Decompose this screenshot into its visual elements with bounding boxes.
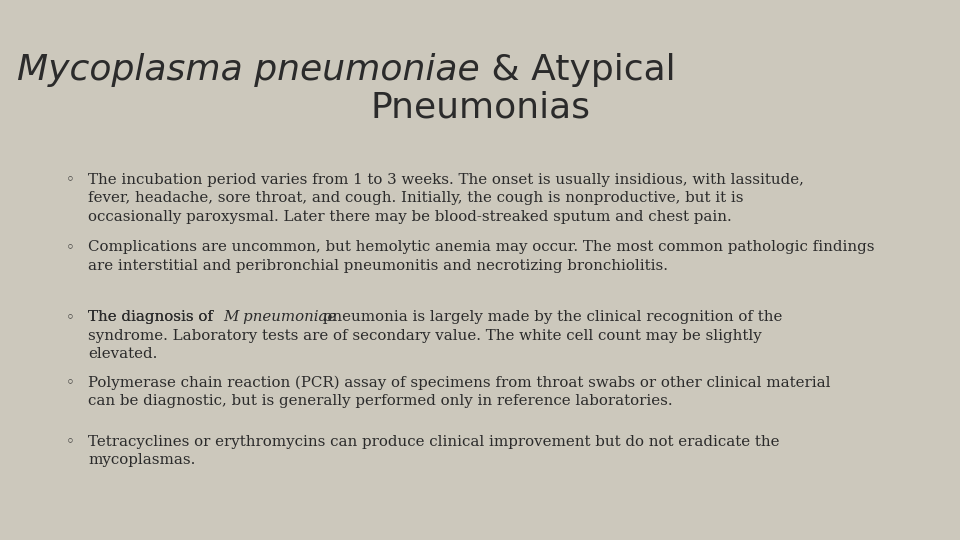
Text: Tetracyclines or erythromycins can produce clinical improvement but do not eradi: Tetracyclines or erythromycins can produ… <box>88 435 780 449</box>
Text: elevated.: elevated. <box>88 347 157 361</box>
Text: The incubation period varies from 1 to 3 weeks. The onset is usually insidious, : The incubation period varies from 1 to 3… <box>88 173 804 187</box>
Text: mycoplasmas.: mycoplasmas. <box>88 453 196 467</box>
Text: Mycoplasma pneumoniae: Mycoplasma pneumoniae <box>17 53 480 87</box>
Text: The diagnosis of: The diagnosis of <box>88 310 218 325</box>
Text: ◦: ◦ <box>65 435 74 450</box>
Text: Pneumonias: Pneumonias <box>370 91 590 125</box>
Text: M pneumoniae: M pneumoniae <box>223 310 336 325</box>
Text: The diagnosis of: The diagnosis of <box>88 310 218 325</box>
Text: can be diagnostic, but is generally performed only in reference laboratories.: can be diagnostic, but is generally perf… <box>88 394 673 408</box>
Text: occasionally paroxysmal. Later there may be blood-streaked sputum and chest pain: occasionally paroxysmal. Later there may… <box>88 210 732 224</box>
Text: syndrome. Laboratory tests are of secondary value. The white cell count may be s: syndrome. Laboratory tests are of second… <box>88 329 762 343</box>
Text: ◦: ◦ <box>65 240 74 255</box>
Text: ◦: ◦ <box>65 173 74 188</box>
Text: ◦: ◦ <box>65 310 74 326</box>
Text: fever, headache, sore throat, and cough. Initially, the cough is nonproductive, : fever, headache, sore throat, and cough.… <box>88 191 744 205</box>
Text: pneumonia is largely made by the clinical recognition of the: pneumonia is largely made by the clinica… <box>318 310 782 325</box>
Text: ◦: ◦ <box>65 375 74 390</box>
Text: & Atypical: & Atypical <box>480 53 676 87</box>
Text: Complications are uncommon, but hemolytic anemia may occur. The most common path: Complications are uncommon, but hemolyti… <box>88 240 875 254</box>
Text: Polymerase chain reaction (PCR) assay of specimens from throat swabs or other cl: Polymerase chain reaction (PCR) assay of… <box>88 375 830 390</box>
Text: are interstitial and peribronchial pneumonitis and necrotizing bronchiolitis.: are interstitial and peribronchial pneum… <box>88 259 668 273</box>
